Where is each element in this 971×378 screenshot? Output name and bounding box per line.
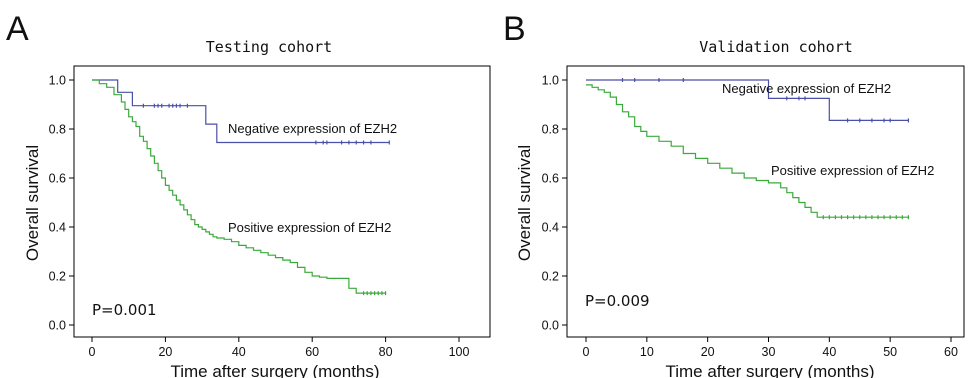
panel-b-ytick-label: 1.0: [542, 74, 559, 88]
panel-b-series-positive-line: [586, 84, 909, 218]
panel-a-ytick-label: 1.0: [49, 74, 66, 88]
panel-b-pvalue: P=0.009: [585, 292, 650, 310]
panel-b-xtick-label: 60: [944, 345, 958, 359]
panel-a-ytick-label: 0.8: [49, 123, 66, 137]
panel-a-ytick-label: 0.0: [49, 319, 66, 333]
panel-b-xtick-label: 40: [822, 345, 836, 359]
panel-b-ticks: 0.0 0.2 0.4 0.6 0.8 1.0 0 10 20 30 40 50 60: [542, 74, 958, 360]
panel-a-ytick-label: 0.4: [49, 221, 66, 235]
panel-a-title: Testing cohort: [206, 38, 332, 56]
panel-b-xtick-label: 20: [701, 345, 715, 359]
panel-a-ytick-label: 0.2: [49, 270, 66, 284]
panel-a-ylabel: Overall survival: [23, 145, 42, 261]
panel-b-xtick-label: 30: [762, 345, 776, 359]
panel-b-plot-frame: [566, 65, 965, 338]
panel-b-xtick-label: 50: [883, 345, 897, 359]
panel-b-title: Validation cohort: [699, 38, 853, 56]
panel-b-annotation-positive: Positive expression of EZH2: [771, 163, 934, 178]
panel-a-xtick-label: 0: [89, 345, 96, 359]
panel-b-ytick-label: 0.0: [542, 319, 559, 333]
panel-a-xlabel: Time after surgery (months): [170, 362, 379, 378]
panel-b-annotation-negative: Negative expression of EZH2: [722, 81, 891, 96]
panel-b-ytick-label: 0.4: [542, 221, 559, 235]
panel-b: B Validation cohort 0.0 0.2 0.4 0.6 0.8 1.0 0 1…: [503, 10, 965, 378]
panel-a-series-positive-line: [92, 79, 386, 294]
panel-b-ylabel: Overall survival: [515, 145, 534, 261]
panel-a-xtick-label: 100: [449, 345, 470, 359]
panel-a-annotation-negative: Negative expression of EZH2: [228, 121, 397, 136]
panel-a-series: [92, 79, 390, 296]
panel-a-pvalue: P=0.001: [92, 301, 157, 319]
panel-b-xtick-label: 0: [583, 345, 590, 359]
panel-a-ytick-label: 0.6: [49, 172, 66, 186]
panel-a-annotation-positive: Positive expression of EZH2: [228, 220, 391, 235]
panel-a-plot-frame: [73, 65, 491, 338]
panel-a-xtick-label: 80: [379, 345, 393, 359]
panel-a-ticks: 0.0 0.2 0.4 0.6 0.8 1.0 0 20 40 60 80 100: [49, 74, 470, 360]
panel-b-ytick-label: 0.6: [542, 172, 559, 186]
panel-b-xtick-label: 10: [640, 345, 654, 359]
panel-a-xtick-label: 40: [232, 345, 246, 359]
panel-a-xtick-label: 60: [305, 345, 319, 359]
panel-a-letter: A: [6, 10, 29, 48]
panel-a: A Testing cohort 0.0 0.2 0.4 0.6 0.8 1.0 0 20 40…: [6, 10, 491, 378]
panel-b-series: [586, 78, 910, 220]
panel-b-xlabel: Time after surgery (months): [665, 362, 874, 378]
panel-b-ytick-label: 0.2: [542, 270, 559, 284]
panel-b-ytick-label: 0.8: [542, 123, 559, 137]
panel-a-xtick-label: 20: [158, 345, 172, 359]
panel-b-letter: B: [503, 10, 526, 48]
